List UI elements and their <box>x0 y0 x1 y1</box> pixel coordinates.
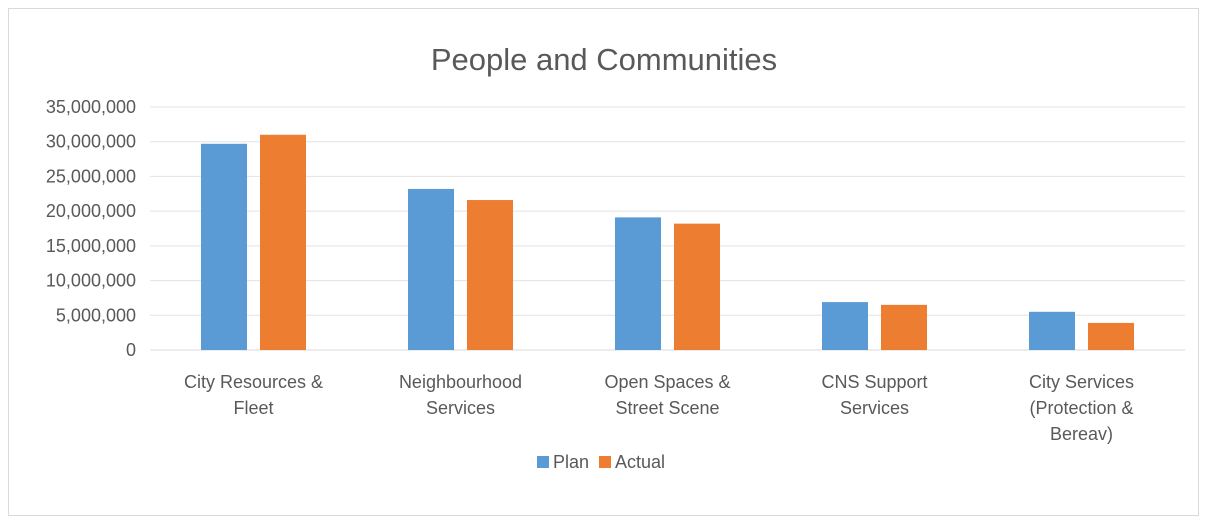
y-tick-label: 15,000,000 <box>46 236 136 256</box>
legend-label-actual: Actual <box>615 452 665 472</box>
x-category-label: CNS Support Services <box>821 372 927 418</box>
gridlines <box>150 106 1185 351</box>
bar-plan <box>408 188 454 350</box>
x-axis-categories: City Resources & Fleet Neighbourhood Servic… <box>184 372 1134 444</box>
legend-label-plan: Plan <box>553 452 589 472</box>
legend-swatch-actual <box>599 456 611 468</box>
legend: Plan Actual <box>537 452 665 472</box>
x-category-label: City Services (Protection & Bereav) <box>1029 372 1134 444</box>
legend-swatch-plan <box>537 456 549 468</box>
y-tick-label: 5,000,000 <box>56 305 136 325</box>
bar-plan <box>822 302 868 350</box>
bars <box>201 134 1134 350</box>
y-tick-label: 0 <box>126 340 136 360</box>
chart-title: People and Communities <box>431 42 777 77</box>
bar-actual <box>467 200 513 350</box>
x-category-label: Neighbourhood Services <box>399 372 522 418</box>
bar-actual <box>881 304 927 350</box>
bar-plan <box>615 217 661 350</box>
y-tick-label: 25,000,000 <box>46 166 136 186</box>
y-tick-label: 35,000,000 <box>46 97 136 117</box>
x-category-label: City Resources & Fleet <box>184 372 323 418</box>
y-tick-label: 20,000,000 <box>46 201 136 221</box>
y-tick-label: 10,000,000 <box>46 271 136 291</box>
x-category-label: Open Spaces & Street Scene <box>604 372 730 418</box>
bar-actual <box>1088 322 1134 350</box>
bar-actual <box>260 134 306 350</box>
bar-actual <box>674 223 720 350</box>
bar-plan <box>1029 311 1075 350</box>
y-tick-label: 30,000,000 <box>46 132 136 152</box>
bar-plan <box>201 143 247 350</box>
y-axis-ticks: 0 5,000,000 10,000,000 15,000,000 20,000,000… <box>46 97 136 360</box>
